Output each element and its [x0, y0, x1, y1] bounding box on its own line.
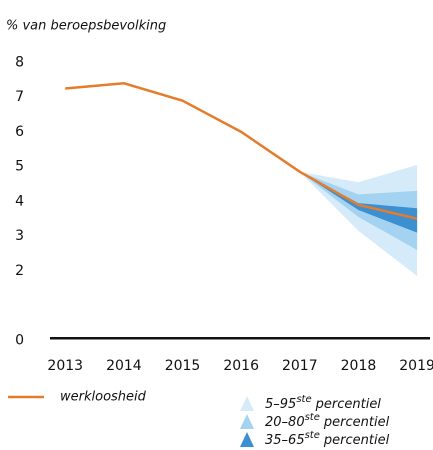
legend-swatch	[240, 414, 254, 429]
y-axis-label: % van beroepsbevolking	[6, 19, 166, 34]
y-tick-label: 3	[15, 228, 24, 244]
legend-range: 20–80	[265, 415, 305, 430]
percentile-band	[299, 171, 418, 233]
y-tick-label: 0	[15, 332, 24, 348]
legend-label: 35–65ste percentiel	[265, 430, 390, 448]
x-tick-label: 2016	[223, 358, 259, 374]
x-tick-label: 2017	[282, 358, 318, 374]
legend-suffix: ste	[305, 430, 320, 441]
legend-suffix: ste	[296, 394, 311, 405]
legend-label: 5–95ste percentiel	[265, 394, 381, 412]
legend-swatch	[240, 432, 254, 447]
legend-range: 35–65	[265, 433, 305, 448]
legend-word: percentiel	[323, 415, 390, 430]
x-tick-label: 2015	[165, 358, 201, 374]
legend-label: werkloosheid	[60, 390, 147, 405]
legend-swatch	[240, 396, 254, 411]
x-tick-label: 2013	[47, 358, 83, 374]
x-tick-label: 2018	[341, 358, 377, 374]
y-tick-label: 6	[15, 124, 24, 140]
y-tick-label: 7	[15, 89, 24, 105]
x-tick-label: 2014	[106, 358, 142, 374]
x-tick-label: 2019	[399, 358, 433, 374]
line-series	[65, 81, 418, 220]
y-tick-label: 8	[15, 54, 24, 70]
legend-word: percentiel	[323, 433, 390, 448]
y-tick-label: 4	[15, 193, 24, 209]
legend-range: 5–95	[265, 397, 296, 412]
legend-word: percentiel	[315, 397, 382, 412]
y-tick-label: 5	[15, 159, 24, 175]
y-tick-label: 2	[15, 263, 24, 279]
percentile-band	[299, 171, 418, 250]
legend-suffix: ste	[305, 412, 320, 423]
legend-label: 20–80ste percentiel	[265, 412, 390, 430]
